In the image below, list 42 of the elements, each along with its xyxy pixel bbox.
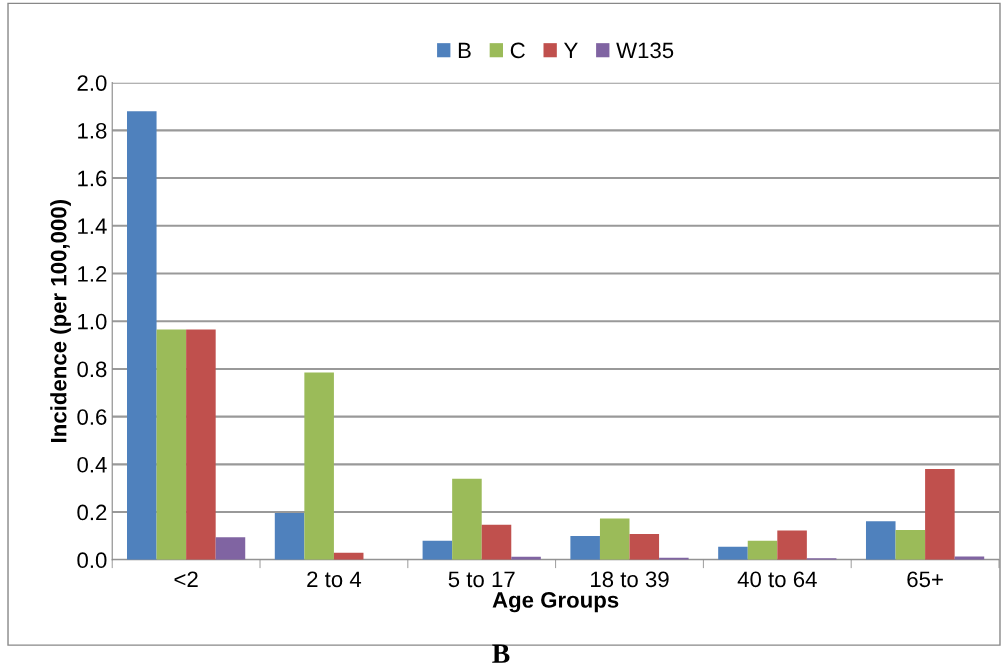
y-tick-label: 1.2 bbox=[78, 266, 107, 282]
bar bbox=[570, 535, 600, 560]
x-tick-label: 2 to 4 bbox=[307, 571, 362, 588]
legend-label: B bbox=[458, 42, 471, 59]
bar bbox=[747, 540, 778, 560]
bar bbox=[452, 478, 482, 560]
bar bbox=[865, 521, 896, 560]
y-axis-title: Incidence (per 100,000) bbox=[50, 200, 71, 442]
y-tick-label: 0.8 bbox=[77, 361, 107, 378]
x-tick-label: 40 to 64 bbox=[737, 571, 817, 588]
y-tick-label: 2.0 bbox=[77, 75, 107, 91]
bar bbox=[422, 540, 453, 560]
x-tick-label: <2 bbox=[174, 571, 198, 587]
text: B bbox=[492, 644, 510, 663]
bar bbox=[274, 513, 305, 560]
bar bbox=[304, 372, 334, 560]
legend-label: C bbox=[510, 42, 525, 59]
x-tick-label: 18 to 39 bbox=[591, 571, 669, 588]
bar bbox=[481, 524, 512, 560]
x-tick-label: 5 to 17 bbox=[448, 571, 515, 588]
bar bbox=[629, 534, 660, 560]
bar bbox=[777, 530, 807, 560]
bar bbox=[925, 469, 955, 560]
y-tick-label: 0.2 bbox=[77, 504, 107, 521]
bar bbox=[895, 529, 926, 560]
y-tick-label: 1.0 bbox=[78, 313, 107, 330]
y-tick-label: 1.8 bbox=[78, 122, 107, 139]
x-tick-label: 65+ bbox=[907, 571, 943, 588]
y-tick-label: 0.6 bbox=[77, 409, 107, 425]
bar bbox=[156, 329, 187, 560]
x-axis-title: Age Groups bbox=[492, 592, 619, 613]
bar bbox=[186, 329, 216, 560]
legend-label: W135 bbox=[616, 42, 674, 59]
bar bbox=[215, 537, 246, 560]
legend-label: Y bbox=[563, 42, 578, 59]
y-tick-label: 1.4 bbox=[78, 218, 107, 234]
bar bbox=[599, 518, 630, 560]
bar bbox=[127, 111, 157, 560]
y-tick-label: 1.6 bbox=[78, 170, 107, 187]
y-tick-label: 0.0 bbox=[77, 552, 107, 569]
bar bbox=[718, 546, 748, 560]
y-tick-label: 0.4 bbox=[77, 456, 107, 473]
